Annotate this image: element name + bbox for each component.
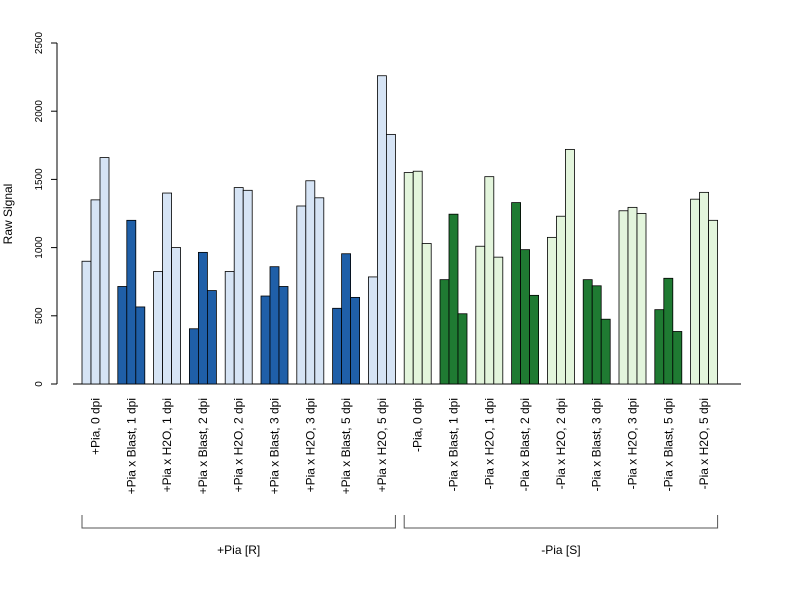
bar (206, 290, 217, 385)
bar (350, 296, 361, 385)
bar (672, 331, 683, 385)
group-bracket (403, 515, 719, 529)
bar (636, 213, 647, 385)
bar (385, 133, 396, 385)
x-category-label: +Pia x H2O, 2 dpi (232, 398, 246, 492)
x-category-label: +Pia x Blast, 1 dpi (124, 398, 138, 494)
y-tick-label: 1500 (34, 168, 45, 191)
x-category-label: -Pia x H2O, 5 dpi (697, 398, 711, 489)
y-tick-label: 0 (34, 381, 45, 387)
bar (520, 249, 530, 385)
bar (457, 313, 468, 385)
bar (90, 199, 101, 385)
bar (403, 172, 414, 385)
bar (278, 286, 289, 385)
bar (690, 198, 700, 385)
bar (153, 271, 164, 385)
bar (708, 219, 718, 385)
y-tick-label: 2000 (34, 100, 45, 123)
x-category-label: +Pia x H2O, 1 dpi (160, 398, 174, 492)
x-category-label: -Pia x Blast, 1 dpi (447, 398, 461, 491)
bar (224, 271, 235, 385)
bar (171, 247, 182, 385)
bar (439, 279, 450, 385)
bar (475, 245, 486, 385)
y-axis-title: Raw Signal (1, 184, 15, 245)
x-category-label: +Pia, 0 dpi (89, 398, 103, 455)
bar (484, 176, 495, 385)
group-label: +Pia [R] (217, 543, 260, 557)
bar (296, 205, 307, 385)
bar (117, 286, 128, 385)
bar (591, 285, 602, 385)
bar (242, 189, 253, 385)
bar (188, 328, 199, 385)
x-category-label: +Pia x H2O, 5 dpi (375, 398, 389, 492)
bar (699, 191, 709, 385)
x-category-label: -Pia, 0 dpi (411, 398, 425, 452)
bar (511, 202, 522, 385)
bar (197, 251, 208, 385)
bar (565, 148, 575, 385)
bar (135, 306, 146, 385)
x-category-label: +Pia x Blast, 2 dpi (196, 398, 210, 494)
bar (529, 294, 539, 385)
bar (260, 295, 271, 385)
bar (412, 170, 423, 385)
group-label: -Pia [S] (541, 543, 580, 557)
y-tick-label: 2500 (34, 31, 45, 54)
bar (305, 180, 316, 385)
x-category-label: +Pia x Blast, 3 dpi (268, 398, 282, 494)
x-category-label: -Pia x H2O, 1 dpi (482, 398, 496, 489)
bar (332, 307, 343, 385)
bar (556, 215, 566, 385)
bar (493, 256, 504, 385)
x-category-label: -Pia x Blast, 2 dpi (518, 398, 532, 491)
y-tick-label: 500 (34, 307, 45, 324)
bar (448, 213, 459, 385)
bar (314, 197, 325, 385)
x-category-label: +Pia x H2O, 3 dpi (303, 398, 317, 492)
bar (162, 192, 173, 385)
bar (99, 157, 110, 385)
bar (81, 260, 92, 385)
bar (582, 279, 593, 385)
bar (269, 266, 280, 385)
y-tick-label: 1000 (34, 236, 45, 259)
bar (367, 276, 378, 385)
bar (618, 210, 629, 385)
x-category-label: -Pia x Blast, 3 dpi (590, 398, 604, 491)
x-category-label: +Pia x Blast, 5 dpi (339, 398, 353, 494)
bar (654, 309, 665, 385)
bar (341, 253, 352, 385)
bar (126, 219, 137, 385)
x-category-label: -Pia x Blast, 5 dpi (661, 398, 675, 491)
bar (663, 277, 674, 385)
group-bracket (81, 515, 396, 529)
bar (233, 187, 244, 385)
bar (421, 243, 432, 385)
bar (627, 206, 638, 385)
x-category-label: -Pia x H2O, 3 dpi (626, 398, 640, 489)
x-category-label: -Pia x H2O, 2 dpi (554, 398, 568, 489)
bar (600, 318, 611, 385)
bar (376, 75, 387, 385)
bar (547, 236, 557, 385)
